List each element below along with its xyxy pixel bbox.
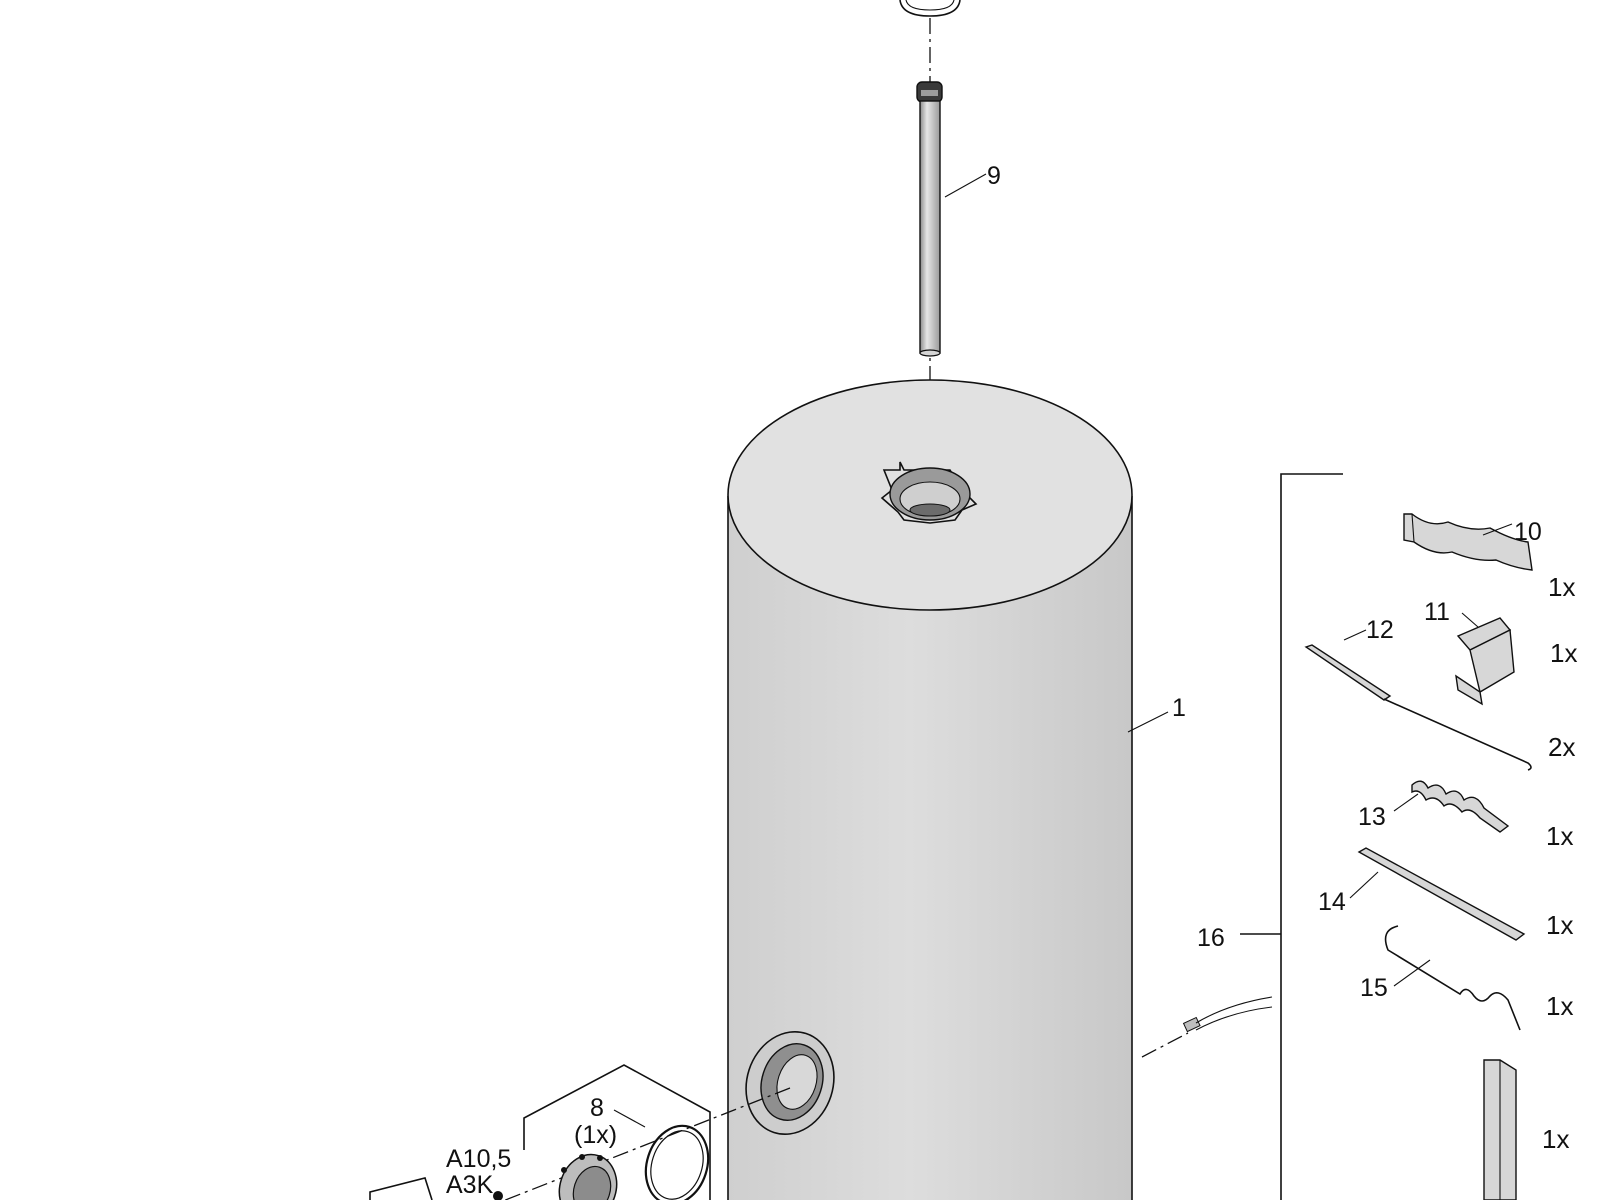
part-10-strip	[1403, 513, 1533, 571]
tank-top-opening	[880, 461, 978, 524]
sensor-cable	[1141, 996, 1273, 1058]
gasket-bracket	[369, 1064, 711, 1200]
gasket-ring	[644, 1124, 710, 1200]
count-part-11: 1x	[1550, 638, 1577, 668]
label-part-16: 16	[1197, 924, 1225, 952]
label-part-8-qty: (1x)	[574, 1121, 617, 1149]
label-part-11: 11	[1424, 598, 1450, 626]
top-cap	[899, 0, 961, 17]
label-part-9: 9	[987, 162, 1001, 190]
count-part-14: 1x	[1546, 910, 1573, 940]
label-part-1: 1	[1172, 694, 1186, 722]
accessory-kit-bracket	[1240, 473, 1343, 1200]
flange-axis	[503, 1087, 791, 1200]
flat-bar-part	[1483, 1059, 1517, 1200]
count-part-15: 1x	[1546, 991, 1573, 1021]
count-extra-part: 1x	[1542, 1124, 1569, 1154]
label-code-a3k: A3K	[446, 1171, 494, 1199]
label-part-8: 8	[590, 1094, 604, 1122]
part-12-probe	[1304, 644, 1532, 771]
count-part-12: 2x	[1548, 732, 1575, 762]
part-13-spring	[1411, 780, 1510, 833]
part-14-bar	[1357, 847, 1526, 941]
flange-plate	[493, 1153, 618, 1200]
label-part-12: 12	[1366, 616, 1394, 644]
anode-rod	[916, 81, 943, 357]
count-part-10: 1x	[1548, 572, 1575, 602]
label-part-15: 15	[1360, 974, 1388, 1002]
label-part-13: 13	[1358, 803, 1386, 831]
leader-lines	[613, 173, 1513, 1128]
label-code-a105: A10,5	[446, 1145, 511, 1173]
label-part-10: 10	[1514, 518, 1542, 546]
label-part-14: 14	[1318, 888, 1346, 916]
tank-body	[727, 379, 1133, 1200]
side-flange-opening	[745, 1030, 835, 1136]
part-15-wire	[1384, 925, 1521, 1031]
count-part-13: 1x	[1546, 821, 1573, 851]
part-11-clip	[1455, 617, 1515, 706]
